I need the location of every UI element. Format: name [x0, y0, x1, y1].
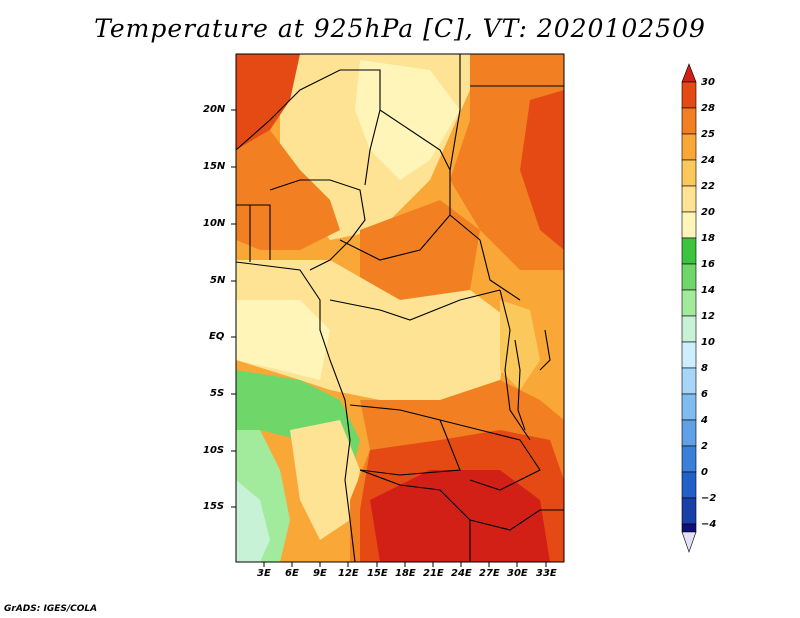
colorbar-bin-22 — [681, 185, 697, 213]
colorbar-bin-6 — [681, 393, 697, 421]
figure-title: Temperature at 925hPa [C], VT: 202010250… — [94, 14, 706, 43]
lat-label: 15N — [203, 161, 226, 172]
border-namibia — [359, 469, 471, 562]
colorbar-label: 16 — [701, 259, 715, 270]
colorbar-bin-10 — [681, 341, 697, 369]
lon-label: 15E — [367, 568, 388, 579]
lon-label: 30E — [507, 568, 528, 579]
border-chad — [379, 109, 451, 171]
colorbar-bin-2 — [681, 445, 697, 473]
colorbar-label: 30 — [701, 77, 715, 88]
border-congo-north — [329, 289, 501, 321]
field-kalahari-hottest — [370, 470, 550, 562]
lon-label: 33E — [536, 568, 557, 579]
lat-label: 10S — [203, 445, 225, 456]
colorbar-label: −2 — [701, 493, 717, 504]
colorbar-bin-12 — [681, 315, 697, 343]
colorbar — [681, 63, 697, 553]
colorbar-label: 22 — [701, 181, 715, 192]
colorbar-label: 6 — [701, 389, 708, 400]
colorbar-bin-0 — [681, 471, 697, 499]
colorbar-bin-24 — [681, 159, 697, 187]
border-west-grid — [236, 204, 271, 262]
lat-label: 5S — [210, 388, 225, 399]
lon-label: 21E — [423, 568, 444, 579]
colorbar-label: 4 — [701, 415, 708, 426]
border-nigeria — [269, 179, 366, 271]
colorbar-bin-4 — [681, 419, 697, 447]
border-sahara — [236, 69, 381, 186]
colorbar-bin-18 — [681, 237, 697, 265]
border-zambia — [439, 419, 541, 491]
lat-label: EQ — [209, 331, 225, 342]
lon-ticks — [263, 562, 547, 567]
field-west-orange — [236, 130, 340, 250]
lon-label: 24E — [451, 568, 472, 579]
colorbar-label: 8 — [701, 363, 708, 374]
colorbar-label: 25 — [701, 129, 715, 140]
colorbar-label: 14 — [701, 285, 715, 296]
border-lakes — [514, 329, 551, 431]
lat-label: 10N — [203, 218, 226, 229]
lon-label: 3E — [257, 568, 271, 579]
field-east-hot — [520, 90, 564, 250]
field-ocean-palest — [236, 480, 270, 562]
field-northwest-hot — [236, 54, 300, 150]
colorbar-bin-30 — [681, 81, 697, 109]
colorbar-arrow-top — [681, 63, 697, 83]
lon-label: 9E — [313, 568, 327, 579]
footer-credit: GrADS: IGES/COLA — [4, 604, 98, 614]
lon-label: 6E — [285, 568, 299, 579]
lat-label: 5N — [210, 275, 226, 286]
field-coast-palest — [236, 300, 330, 380]
border-car — [339, 214, 451, 261]
border-congo-east — [499, 289, 531, 441]
coastline-west — [236, 261, 356, 562]
lon-label: 12E — [338, 568, 359, 579]
colorbar-bin-16 — [681, 263, 697, 291]
lat-label: 20N — [203, 104, 226, 115]
colorbar-bin-m2 — [681, 497, 697, 525]
border-south — [469, 509, 564, 531]
colorbar-label: −4 — [701, 519, 717, 530]
country-borders — [236, 54, 564, 562]
border-angola — [349, 404, 461, 476]
colorbar-bin-28 — [681, 107, 697, 135]
colorbar-label: 0 — [701, 467, 708, 478]
field-highland-spot — [500, 300, 540, 390]
lat-label: 15S — [203, 501, 225, 512]
colorbar-arrow-bottom — [681, 531, 697, 553]
colorbar-label: 2 — [701, 441, 708, 452]
field-sahara-palest — [355, 60, 460, 180]
colorbar-bin-m4 — [681, 523, 697, 533]
colorbar-bin-8 — [681, 367, 697, 395]
colorbar-label: 10 — [701, 337, 715, 348]
colorbar-bin-20 — [681, 211, 697, 239]
lon-label: 18E — [395, 568, 416, 579]
lat-ticks — [231, 109, 236, 508]
colorbar-label: 12 — [701, 311, 715, 322]
colorbar-bin-25 — [681, 133, 697, 161]
colorbar-label: 18 — [701, 233, 715, 244]
colorbar-bin-14 — [681, 289, 697, 317]
colorbar-label: 24 — [701, 155, 715, 166]
colorbar-label: 20 — [701, 207, 715, 218]
lon-label: 27E — [479, 568, 500, 579]
colorbar-label: 28 — [701, 103, 715, 114]
map-frame — [235, 53, 565, 563]
field-namibia-coast — [290, 420, 360, 540]
temperature-field — [236, 54, 564, 562]
